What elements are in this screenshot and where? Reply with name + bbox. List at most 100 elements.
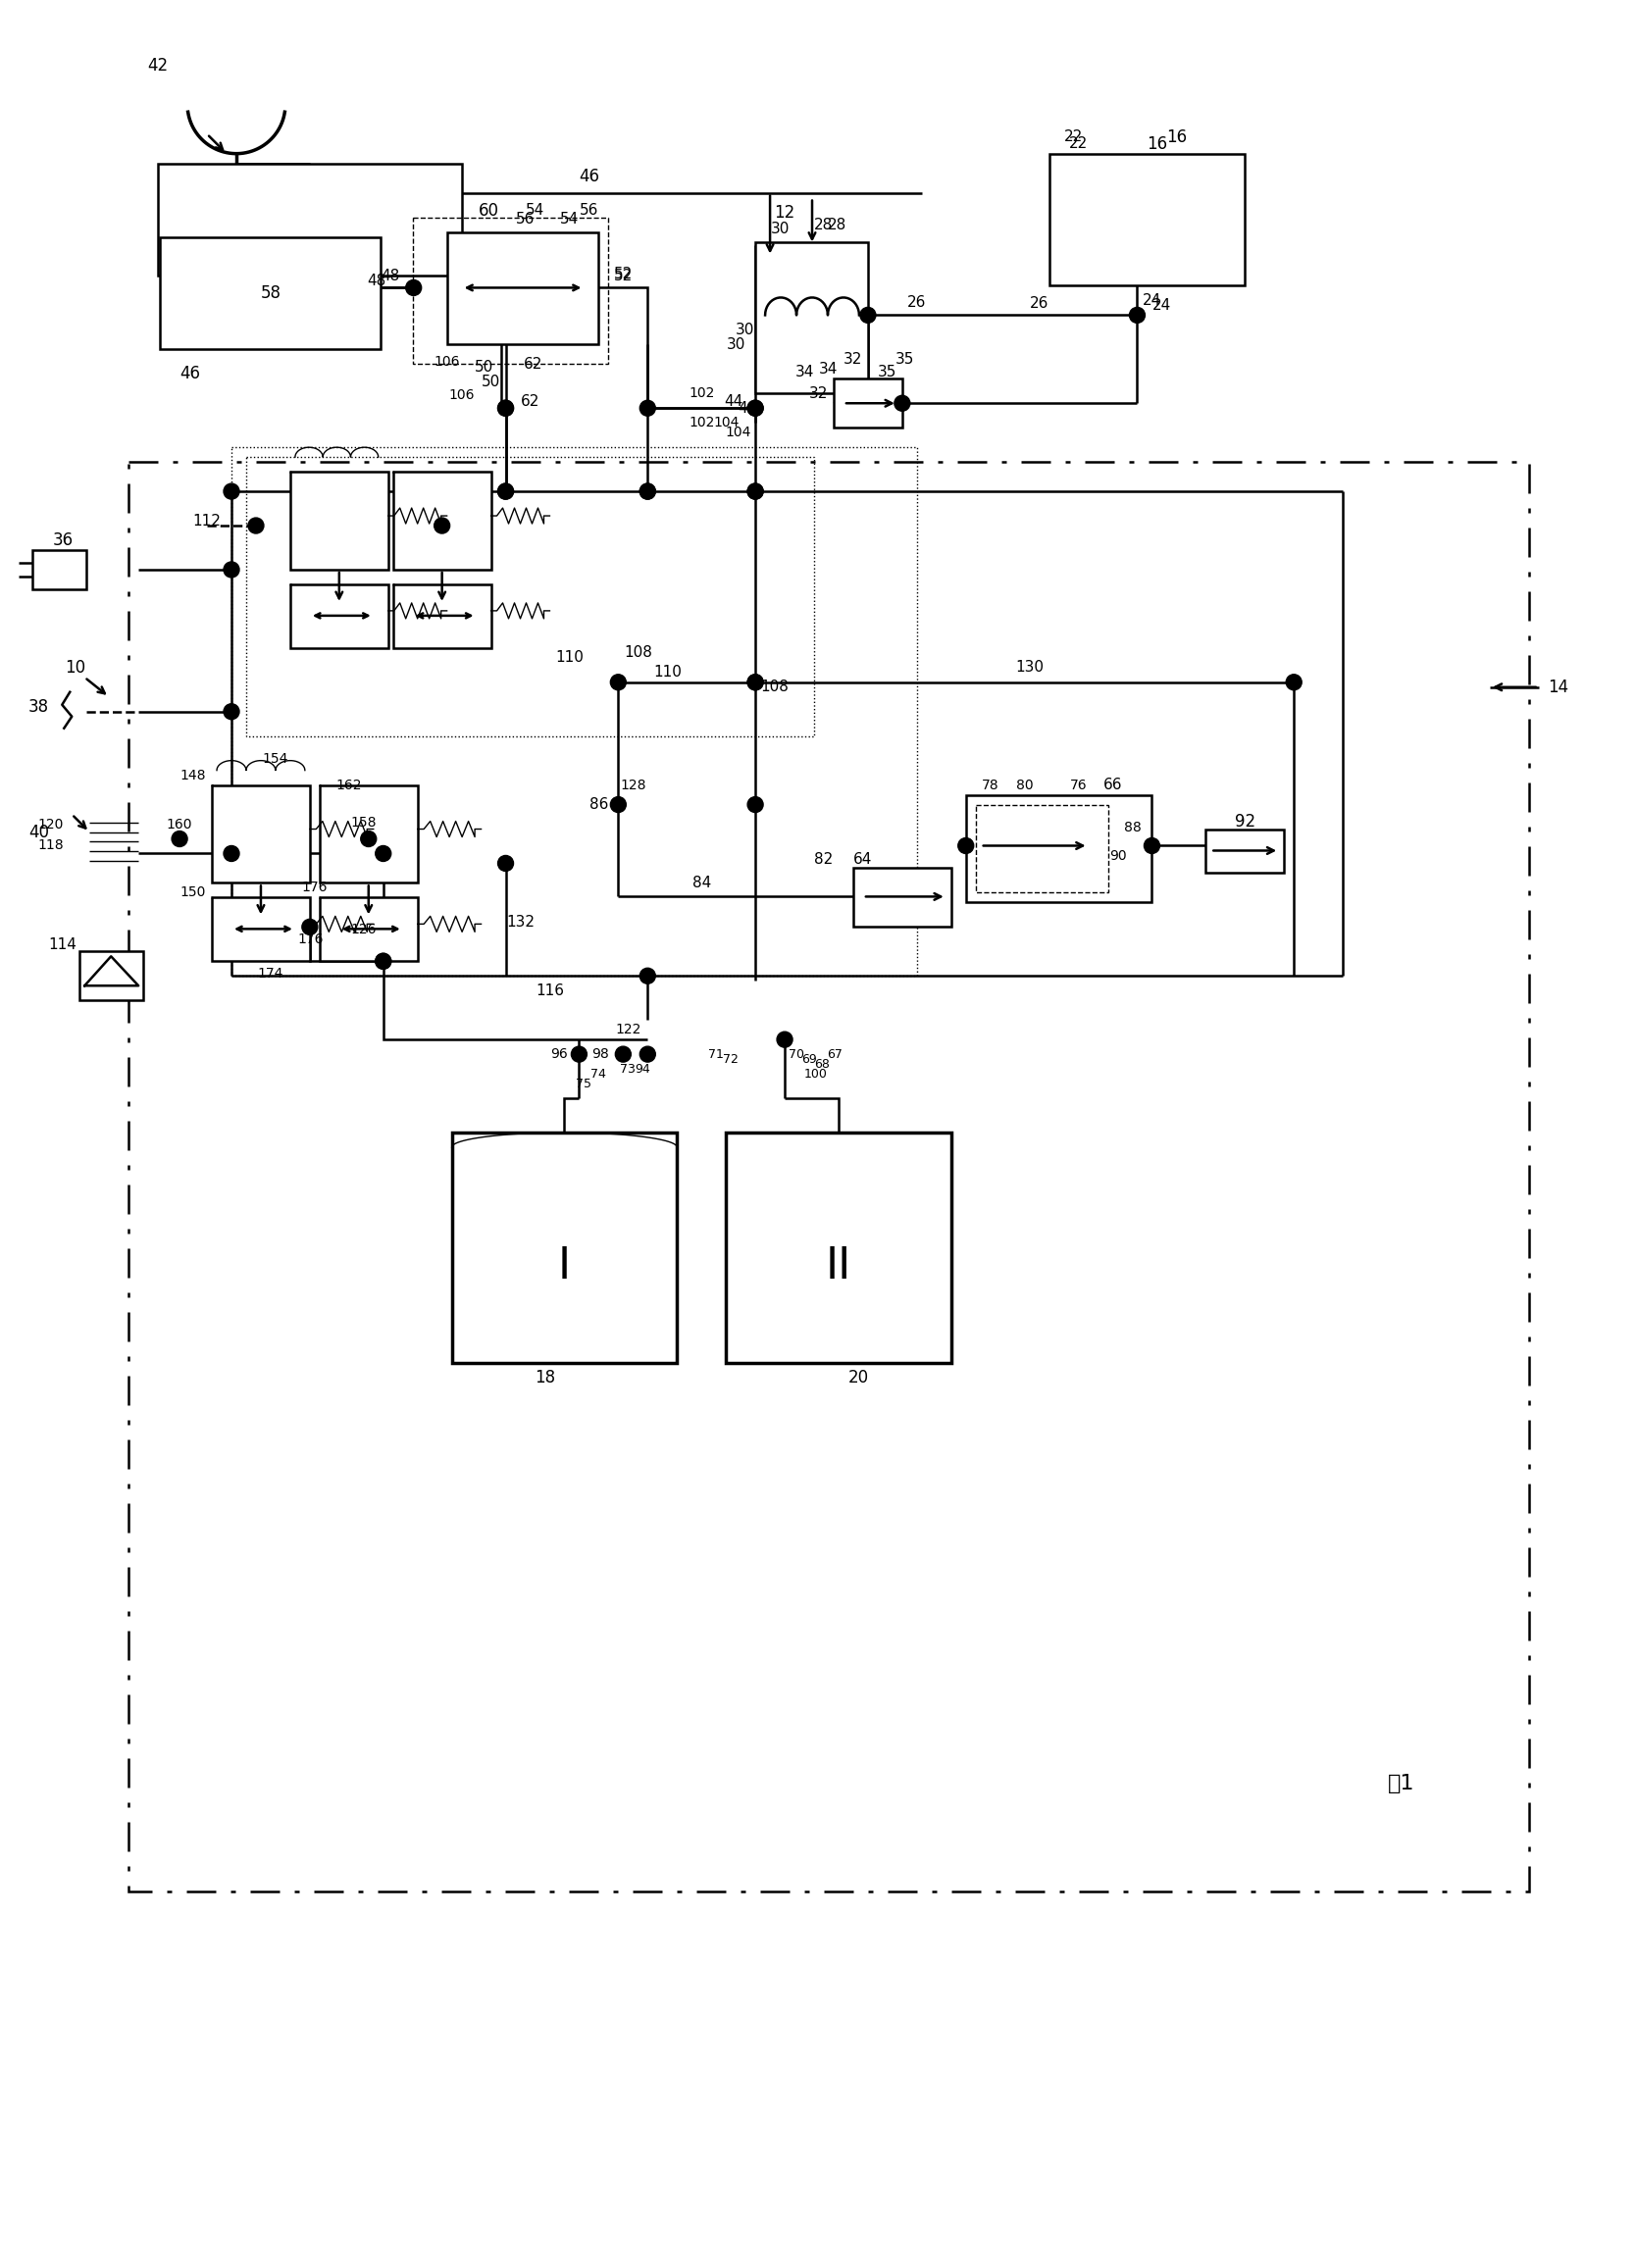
Text: 28: 28 [815, 218, 833, 231]
Bar [975, 805, 1108, 894]
Text: 44: 44 [725, 395, 743, 408]
Text: 112: 112 [193, 513, 221, 528]
Circle shape [497, 483, 514, 499]
Circle shape [224, 562, 239, 578]
Text: 46: 46 [180, 365, 201, 383]
Bar [213, 785, 309, 882]
Text: 38: 38 [28, 699, 49, 714]
Text: 28: 28 [828, 218, 847, 231]
Text: 12: 12 [774, 204, 795, 222]
Circle shape [748, 674, 762, 689]
Text: 14: 14 [1548, 678, 1569, 696]
Text: 118: 118 [38, 839, 64, 853]
Circle shape [224, 483, 239, 499]
Bar [319, 898, 417, 962]
Text: 106: 106 [434, 356, 460, 370]
Bar [160, 236, 380, 349]
Text: 114: 114 [47, 937, 77, 953]
Text: 116: 116 [535, 984, 564, 998]
Circle shape [1144, 837, 1160, 853]
Circle shape [1286, 674, 1302, 689]
Circle shape [615, 1046, 631, 1061]
Bar [129, 463, 1530, 1892]
Text: 34: 34 [795, 365, 813, 379]
Text: 35: 35 [879, 365, 897, 379]
Circle shape [640, 483, 656, 499]
Text: 102: 102 [689, 386, 715, 401]
Text: 100: 100 [805, 1068, 828, 1080]
Text: 54: 54 [560, 211, 579, 227]
Circle shape [249, 517, 263, 533]
Text: 158: 158 [350, 816, 376, 830]
Text: 78: 78 [982, 778, 1000, 792]
Text: 126: 126 [350, 923, 376, 937]
Circle shape [497, 855, 514, 871]
Text: 70: 70 [789, 1048, 805, 1061]
Bar [1049, 154, 1245, 286]
Text: 26: 26 [1029, 297, 1049, 311]
Text: 94: 94 [635, 1061, 651, 1075]
Circle shape [610, 796, 627, 812]
Text: 104: 104 [725, 426, 751, 440]
Circle shape [748, 401, 762, 415]
Circle shape [224, 703, 239, 719]
Text: 18: 18 [535, 1368, 555, 1386]
Bar [393, 472, 491, 569]
Circle shape [375, 846, 391, 862]
Text: 72: 72 [723, 1052, 738, 1066]
Circle shape [610, 674, 627, 689]
Text: 24: 24 [1152, 297, 1171, 313]
Text: 160: 160 [167, 816, 193, 830]
Text: 73: 73 [620, 1061, 636, 1075]
Text: 96: 96 [551, 1048, 568, 1061]
Text: 16: 16 [1147, 136, 1166, 152]
Text: 62: 62 [524, 356, 543, 372]
Circle shape [748, 401, 762, 415]
Bar [756, 243, 869, 392]
Bar [245, 458, 815, 737]
Text: 67: 67 [826, 1048, 843, 1061]
Bar [854, 869, 951, 928]
Text: 60: 60 [479, 202, 499, 220]
Text: 80: 80 [1016, 778, 1034, 792]
Bar [965, 794, 1152, 903]
Circle shape [895, 395, 910, 411]
Text: 62: 62 [520, 395, 540, 408]
Text: I: I [558, 1245, 571, 1288]
Text: 150: 150 [180, 887, 206, 900]
Text: 64: 64 [854, 853, 872, 866]
Circle shape [640, 968, 656, 984]
Bar [452, 1132, 677, 1363]
Text: 75: 75 [576, 1077, 592, 1091]
Circle shape [861, 306, 875, 322]
Text: 32: 32 [810, 386, 828, 401]
Text: 110: 110 [555, 651, 584, 665]
Text: 52: 52 [614, 268, 633, 284]
Circle shape [303, 919, 317, 934]
Text: 88: 88 [1124, 821, 1140, 835]
Text: 98: 98 [592, 1048, 609, 1061]
Text: 71: 71 [708, 1048, 725, 1061]
Text: 128: 128 [620, 778, 646, 792]
Text: 108: 108 [623, 646, 653, 660]
Text: 132: 132 [506, 914, 535, 930]
Text: II: II [826, 1245, 851, 1288]
Circle shape [434, 517, 450, 533]
Text: 30: 30 [726, 338, 746, 352]
Bar [213, 898, 309, 962]
Text: 148: 148 [180, 769, 206, 782]
Circle shape [1129, 306, 1145, 322]
Text: 50: 50 [474, 361, 494, 374]
Text: 34: 34 [820, 361, 838, 376]
Text: 122: 122 [615, 1023, 641, 1036]
Text: 22: 22 [1063, 129, 1083, 145]
Text: 40: 40 [28, 823, 49, 841]
Text: 86: 86 [589, 798, 609, 812]
Text: 66: 66 [1103, 778, 1122, 792]
Text: 58: 58 [260, 286, 281, 302]
Bar [726, 1132, 951, 1363]
Text: 42: 42 [147, 57, 169, 75]
Circle shape [497, 401, 514, 415]
Text: 32: 32 [844, 352, 862, 367]
Text: 50: 50 [481, 374, 501, 390]
